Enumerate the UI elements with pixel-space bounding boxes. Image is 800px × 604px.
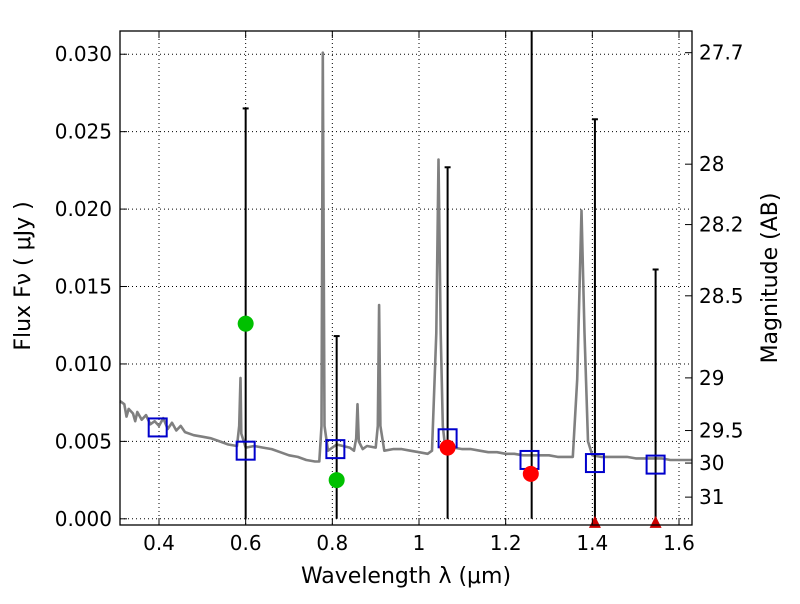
frame-layer: 0.4 0.6 0.8 1 1.2 1.4 1.6 0.000 0.005 0.010 0.015 0… [55, 30, 744, 555]
y2-tick-label: 29.5 [699, 419, 744, 443]
x-tick-label: 0.8 [316, 531, 348, 555]
detection-point [237, 315, 254, 332]
y2-tick-label: 27.7 [699, 41, 744, 65]
upper-limit-marker [588, 515, 601, 528]
y2-tick-label: 28 [699, 152, 724, 176]
y2-tick-label: 29 [699, 366, 724, 390]
x-tick-label: 0.4 [143, 531, 175, 555]
y-axis-label: Flux Fν ( μJy ) [11, 201, 36, 350]
y-tick-label: 0.030 [55, 42, 112, 66]
model-band-square [584, 453, 605, 474]
x-tick-label: 1 [413, 531, 426, 555]
plot-frame [119, 30, 693, 526]
y-tick-label: 0.005 [55, 429, 112, 453]
detection-point [439, 439, 456, 456]
x-tick-label: 1.6 [663, 531, 695, 555]
y-tick-label: 0.015 [55, 275, 112, 299]
y-tick-label: 0.000 [55, 507, 112, 531]
model-band-square [325, 439, 346, 460]
y2-tick-label: 28.2 [699, 213, 744, 237]
y2-tick-label: 28.5 [699, 284, 744, 308]
y2-tick-label: 31 [699, 485, 724, 509]
y2-axis-label: Magnitude (AB) [758, 193, 783, 364]
y2-tick-label: 30 [699, 451, 724, 475]
detection-point [522, 465, 539, 482]
y-tick-label: 0.020 [55, 197, 112, 221]
x-tick-label: 0.6 [230, 531, 262, 555]
x-tick-label: 1.2 [490, 531, 522, 555]
y-tick-label: 0.010 [55, 352, 112, 376]
model-band-square [147, 417, 168, 438]
y-tick-label: 0.025 [55, 120, 112, 144]
x-axis-label: Wavelength λ (μm) [301, 564, 511, 589]
spectrum-line [119, 51, 692, 463]
detection-point [328, 472, 345, 489]
series-layer [119, 31, 692, 528]
model-band-square [645, 454, 666, 475]
upper-limit-marker [649, 515, 662, 528]
grid-layer [120, 31, 692, 525]
x-tick-label: 1.4 [576, 531, 608, 555]
model-band-square [235, 440, 256, 461]
